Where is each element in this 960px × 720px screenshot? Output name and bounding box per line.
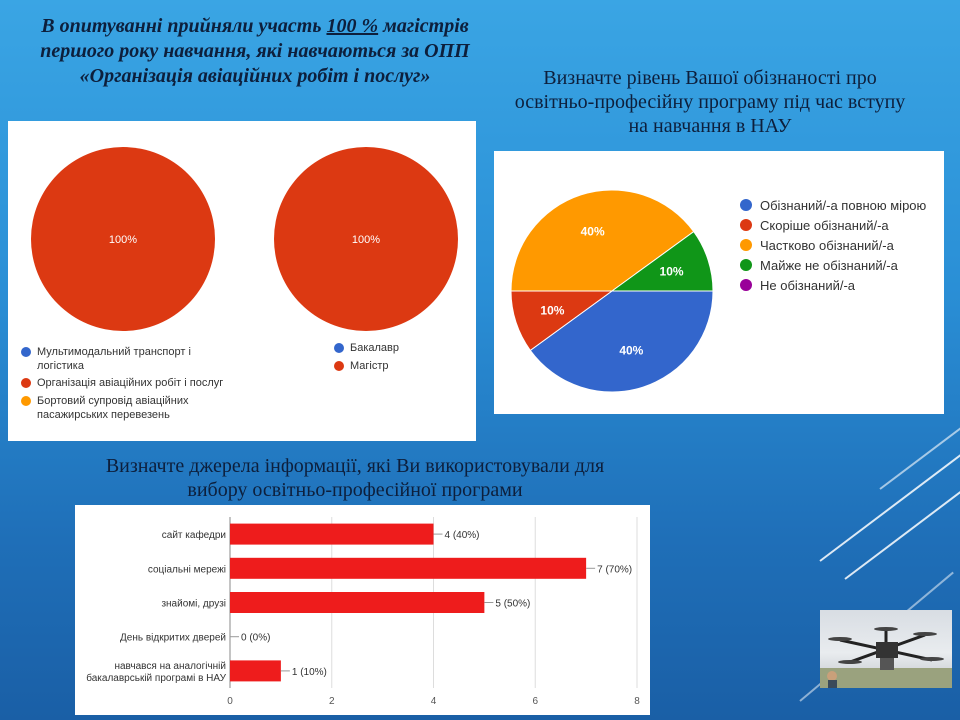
bar-data-label: 7 (70%)	[597, 564, 632, 575]
legend-marker	[334, 343, 344, 353]
pie-data-label: 10%	[540, 303, 564, 317]
x-tick-label: 2	[329, 696, 335, 707]
drone-photo	[820, 610, 952, 688]
pie-slice	[510, 189, 695, 292]
bar	[230, 557, 587, 579]
pie-slice-organization	[31, 147, 215, 331]
bar-data-label: 4 (40%)	[445, 530, 480, 541]
awareness-pie-svg: 40% 10% 40% 10% Обізнаний/-а повною мірою Ско…	[510, 189, 927, 393]
x-tick-label: 4	[431, 696, 437, 707]
legend-marker	[740, 199, 752, 211]
legend-label: Скоріше обізнаний/-а	[760, 218, 889, 233]
bar-data-label: 1 (10%)	[292, 667, 327, 678]
legend-marker	[21, 396, 31, 406]
bar	[230, 660, 281, 682]
bottom-title: Визначте джерела інформації, які Ви вико…	[105, 455, 605, 501]
category-label: навчався на аналогічній	[114, 661, 226, 672]
left-title: В опитуванні прийняли участь 100 % магіс…	[40, 15, 470, 87]
pie-data-label: 100%	[352, 234, 380, 246]
category-label: сайт кафедри	[162, 529, 226, 541]
category-label: День відкритих дверей	[120, 633, 226, 644]
legend-marker	[21, 347, 31, 357]
pie-panel-right: 40% 10% 40% 10% Обізнаний/-а повною мірою Ско…	[494, 151, 944, 414]
legend-label: Організація авіаційних робіт і послуг	[37, 377, 224, 389]
legend-label: Майже не обізнаний/-а	[760, 258, 899, 273]
drone-icon	[820, 627, 952, 688]
bar-panel: 0 2 4 6 8 4 (40%) сайт кафедри 7 (70%) соціальні…	[75, 505, 650, 715]
x-tick-label: 0	[227, 696, 233, 707]
pie-data-label: 40%	[581, 224, 605, 238]
legend-marker	[21, 378, 31, 388]
category-label: бакалаврській програмі в НАУ	[86, 672, 226, 684]
bar-data-label: 0 (0%)	[241, 633, 270, 644]
right-title: Визначте рівень Вашої обізнаності про ос…	[514, 67, 906, 137]
legend-marker	[740, 279, 752, 291]
bar	[230, 592, 485, 613]
bar-data-label: 5 (50%)	[495, 599, 530, 610]
pie-slice	[610, 230, 714, 292]
bar	[230, 523, 434, 545]
legend-marker	[740, 259, 752, 271]
pie-slice	[529, 290, 714, 393]
legend-marker	[740, 219, 752, 231]
legend-label: Бакалавр	[350, 342, 400, 354]
x-tick-label: 8	[634, 696, 640, 707]
pie-data-label: 40%	[619, 344, 643, 358]
legend-marker	[334, 361, 344, 371]
decor-line	[879, 415, 960, 490]
legend-label: Частково обізнаний/-а	[760, 238, 895, 253]
pie-slice-master	[274, 147, 458, 331]
sources-bar-chart: 0 2 4 6 8 4 (40%) сайт кафедри 7 (70%) соціальні…	[86, 517, 640, 707]
legend-marker	[740, 239, 752, 251]
pie-charts-svg: 100% 100%	[31, 147, 458, 331]
legend-label: Обізнаний/-а повною мірою	[760, 198, 927, 213]
category-label: знайомі, друзі	[161, 599, 226, 610]
pie-data-label: 10%	[660, 265, 684, 279]
legend-label: Мультимодальний транспорт і логістика	[37, 346, 191, 372]
category-label: соціальні мережі	[148, 564, 226, 575]
pie-data-label: 100%	[109, 234, 137, 246]
x-tick-label: 6	[532, 696, 538, 707]
legend-label: Бортовий супровід авіаційних пасажирськи…	[37, 395, 189, 421]
pie-panel-left: 100% 100% Мультимодальний транспорт і ло…	[8, 121, 476, 441]
legend-label: Магістр	[350, 360, 389, 372]
legend-label: Не обізнаний/-а	[760, 278, 856, 293]
